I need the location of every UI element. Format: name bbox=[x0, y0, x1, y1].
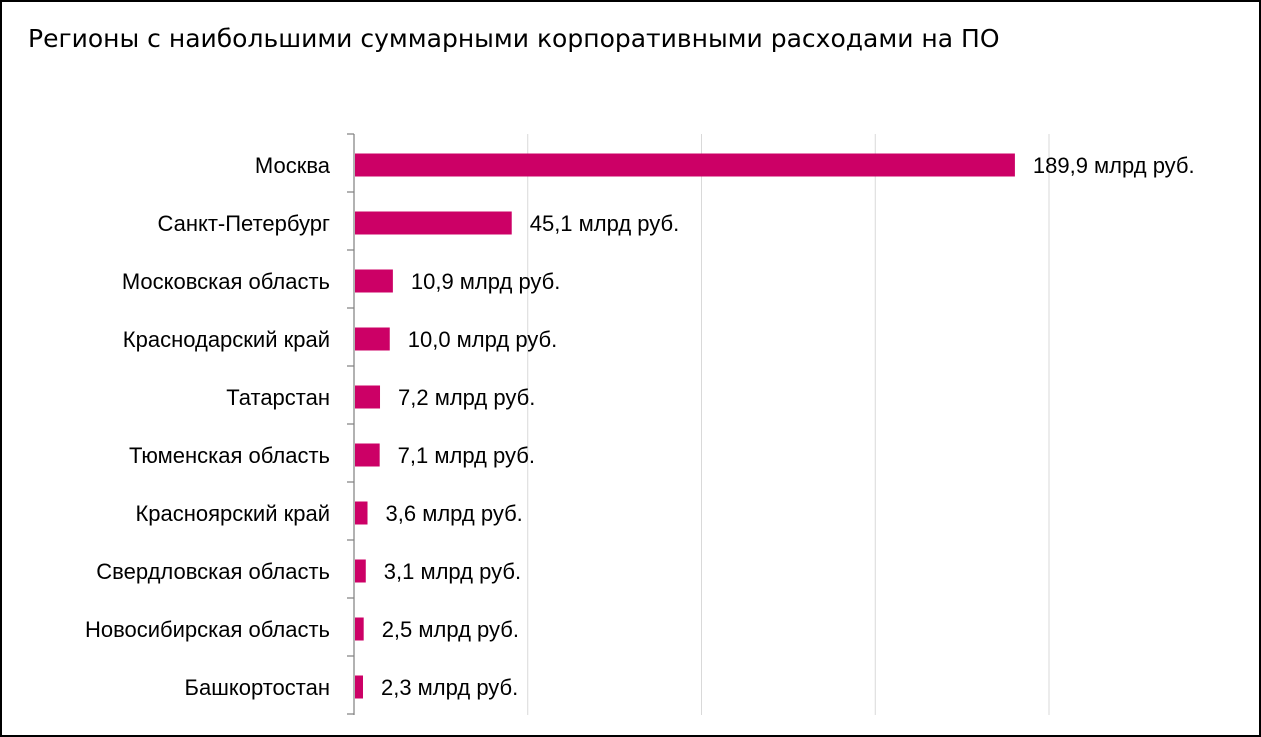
bar-7 bbox=[355, 559, 366, 583]
data-label: 2,5 млрд руб. bbox=[382, 617, 519, 642]
chart-title: Регионы с наибольшими суммарными корпора… bbox=[28, 24, 1000, 53]
bar-3 bbox=[355, 327, 390, 351]
bar-0 bbox=[355, 153, 1015, 177]
data-label: 7,1 млрд руб. bbox=[398, 443, 535, 468]
bar-1 bbox=[355, 211, 512, 235]
gridlines bbox=[527, 134, 1050, 715]
data-label: 189,9 млрд руб. bbox=[1033, 153, 1195, 178]
category-label: Краснодарский край bbox=[123, 327, 330, 352]
category-label: Татарстан bbox=[226, 385, 330, 410]
data-label: 7,2 млрд руб. bbox=[398, 385, 535, 410]
data-label: 45,1 млрд руб. bbox=[530, 211, 680, 236]
bar-4 bbox=[355, 385, 381, 409]
category-label: Санкт-Петербург bbox=[157, 211, 330, 236]
data-label: 3,1 млрд руб. bbox=[384, 559, 521, 584]
category-label: Башкортостан bbox=[185, 675, 330, 700]
bar-6 bbox=[355, 501, 368, 525]
data-labels: 189,9 млрд руб. 45,1 млрд руб. 10,9 млрд р… bbox=[381, 153, 1195, 700]
category-axis bbox=[347, 133, 355, 715]
bar-5 bbox=[355, 443, 380, 467]
category-label: Московская область bbox=[122, 269, 330, 294]
category-label: Новосибирская область bbox=[85, 617, 330, 642]
data-label: 10,0 млрд руб. bbox=[408, 327, 558, 352]
category-label: Красноярский край bbox=[135, 501, 330, 526]
category-label: Москва bbox=[255, 153, 331, 178]
category-label: Свердловская область bbox=[96, 559, 330, 584]
category-label: Тюменская область bbox=[129, 443, 330, 468]
bar-9 bbox=[355, 675, 363, 699]
category-labels: Москва Санкт-Петербург Московская область К… bbox=[85, 153, 331, 700]
bars bbox=[355, 153, 1015, 699]
bar-8 bbox=[355, 617, 364, 641]
data-label: 3,6 млрд руб. bbox=[386, 501, 523, 526]
bar-2 bbox=[355, 269, 393, 293]
data-label: 10,9 млрд руб. bbox=[411, 269, 561, 294]
data-label: 2,3 млрд руб. bbox=[381, 675, 518, 700]
